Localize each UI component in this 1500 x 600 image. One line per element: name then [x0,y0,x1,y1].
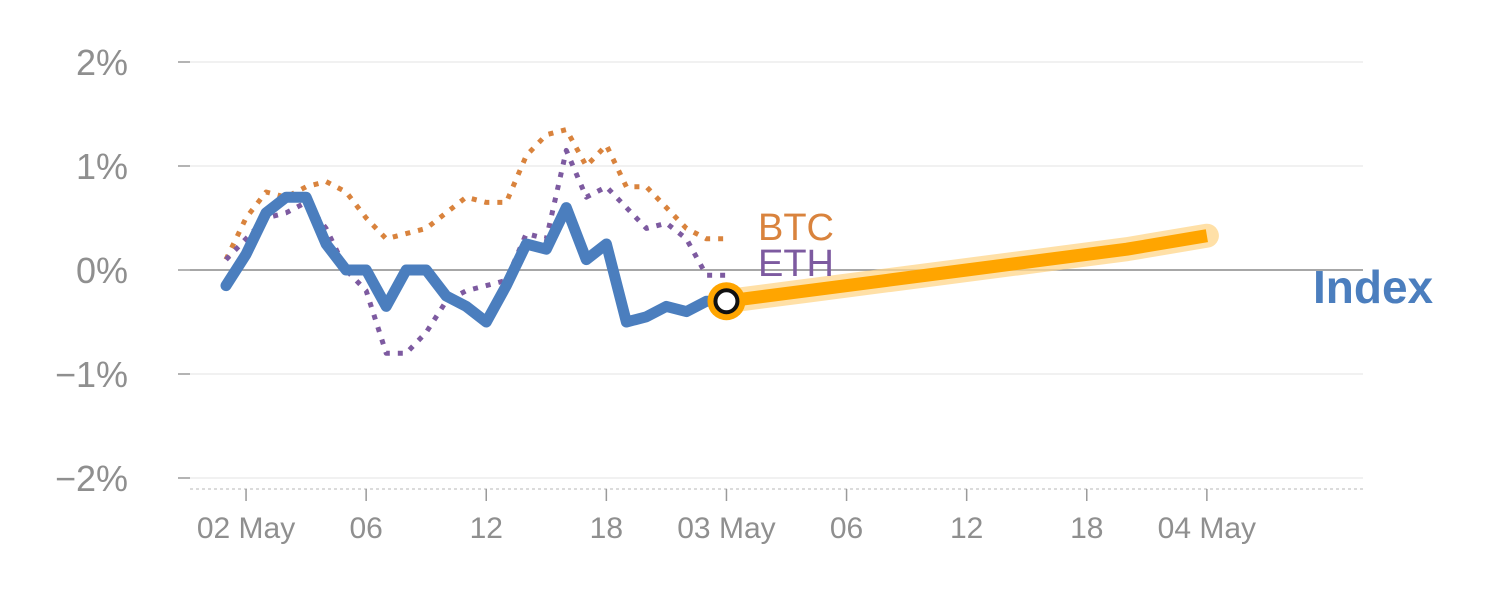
series-label-btc: BTC [758,207,834,249]
series-index-line [220,191,732,328]
series-index-forecast-line [725,229,1208,308]
highlight-point-marker [713,288,740,315]
y-tick-label: 2% [76,42,128,83]
series-label-eth: ETH [758,243,834,285]
series-layer [220,127,1219,356]
series-btc-line [223,127,727,261]
marker-layer [707,282,746,321]
axis-layer: 2% 1% 0% −1% −2% 02 May 06 12 18 03 May 06 12 18 04 M… [55,42,1366,545]
y-tick-label: 1% [76,146,128,187]
x-tick-label: 02 May [197,512,295,545]
x-tick-label: 03 May [677,512,775,545]
x-tick-label: 12 [470,512,503,545]
x-tick-label: 18 [590,512,623,545]
series-label-layer: BTC ETH Index [758,207,1434,313]
y-tick-label: 0% [76,250,128,291]
grid-layer [190,61,1363,479]
series-label-index: Index [1313,261,1434,313]
x-tick-label: 12 [950,512,983,545]
y-tick-label: −2% [55,458,128,499]
y-tick-label: −1% [55,354,128,395]
series-eth-line [224,147,727,356]
x-tick-label: 06 [830,512,863,545]
x-tick-label: 04 May [1158,512,1256,545]
x-tick-label: 06 [349,512,382,545]
x-tick-label: 18 [1070,512,1103,545]
